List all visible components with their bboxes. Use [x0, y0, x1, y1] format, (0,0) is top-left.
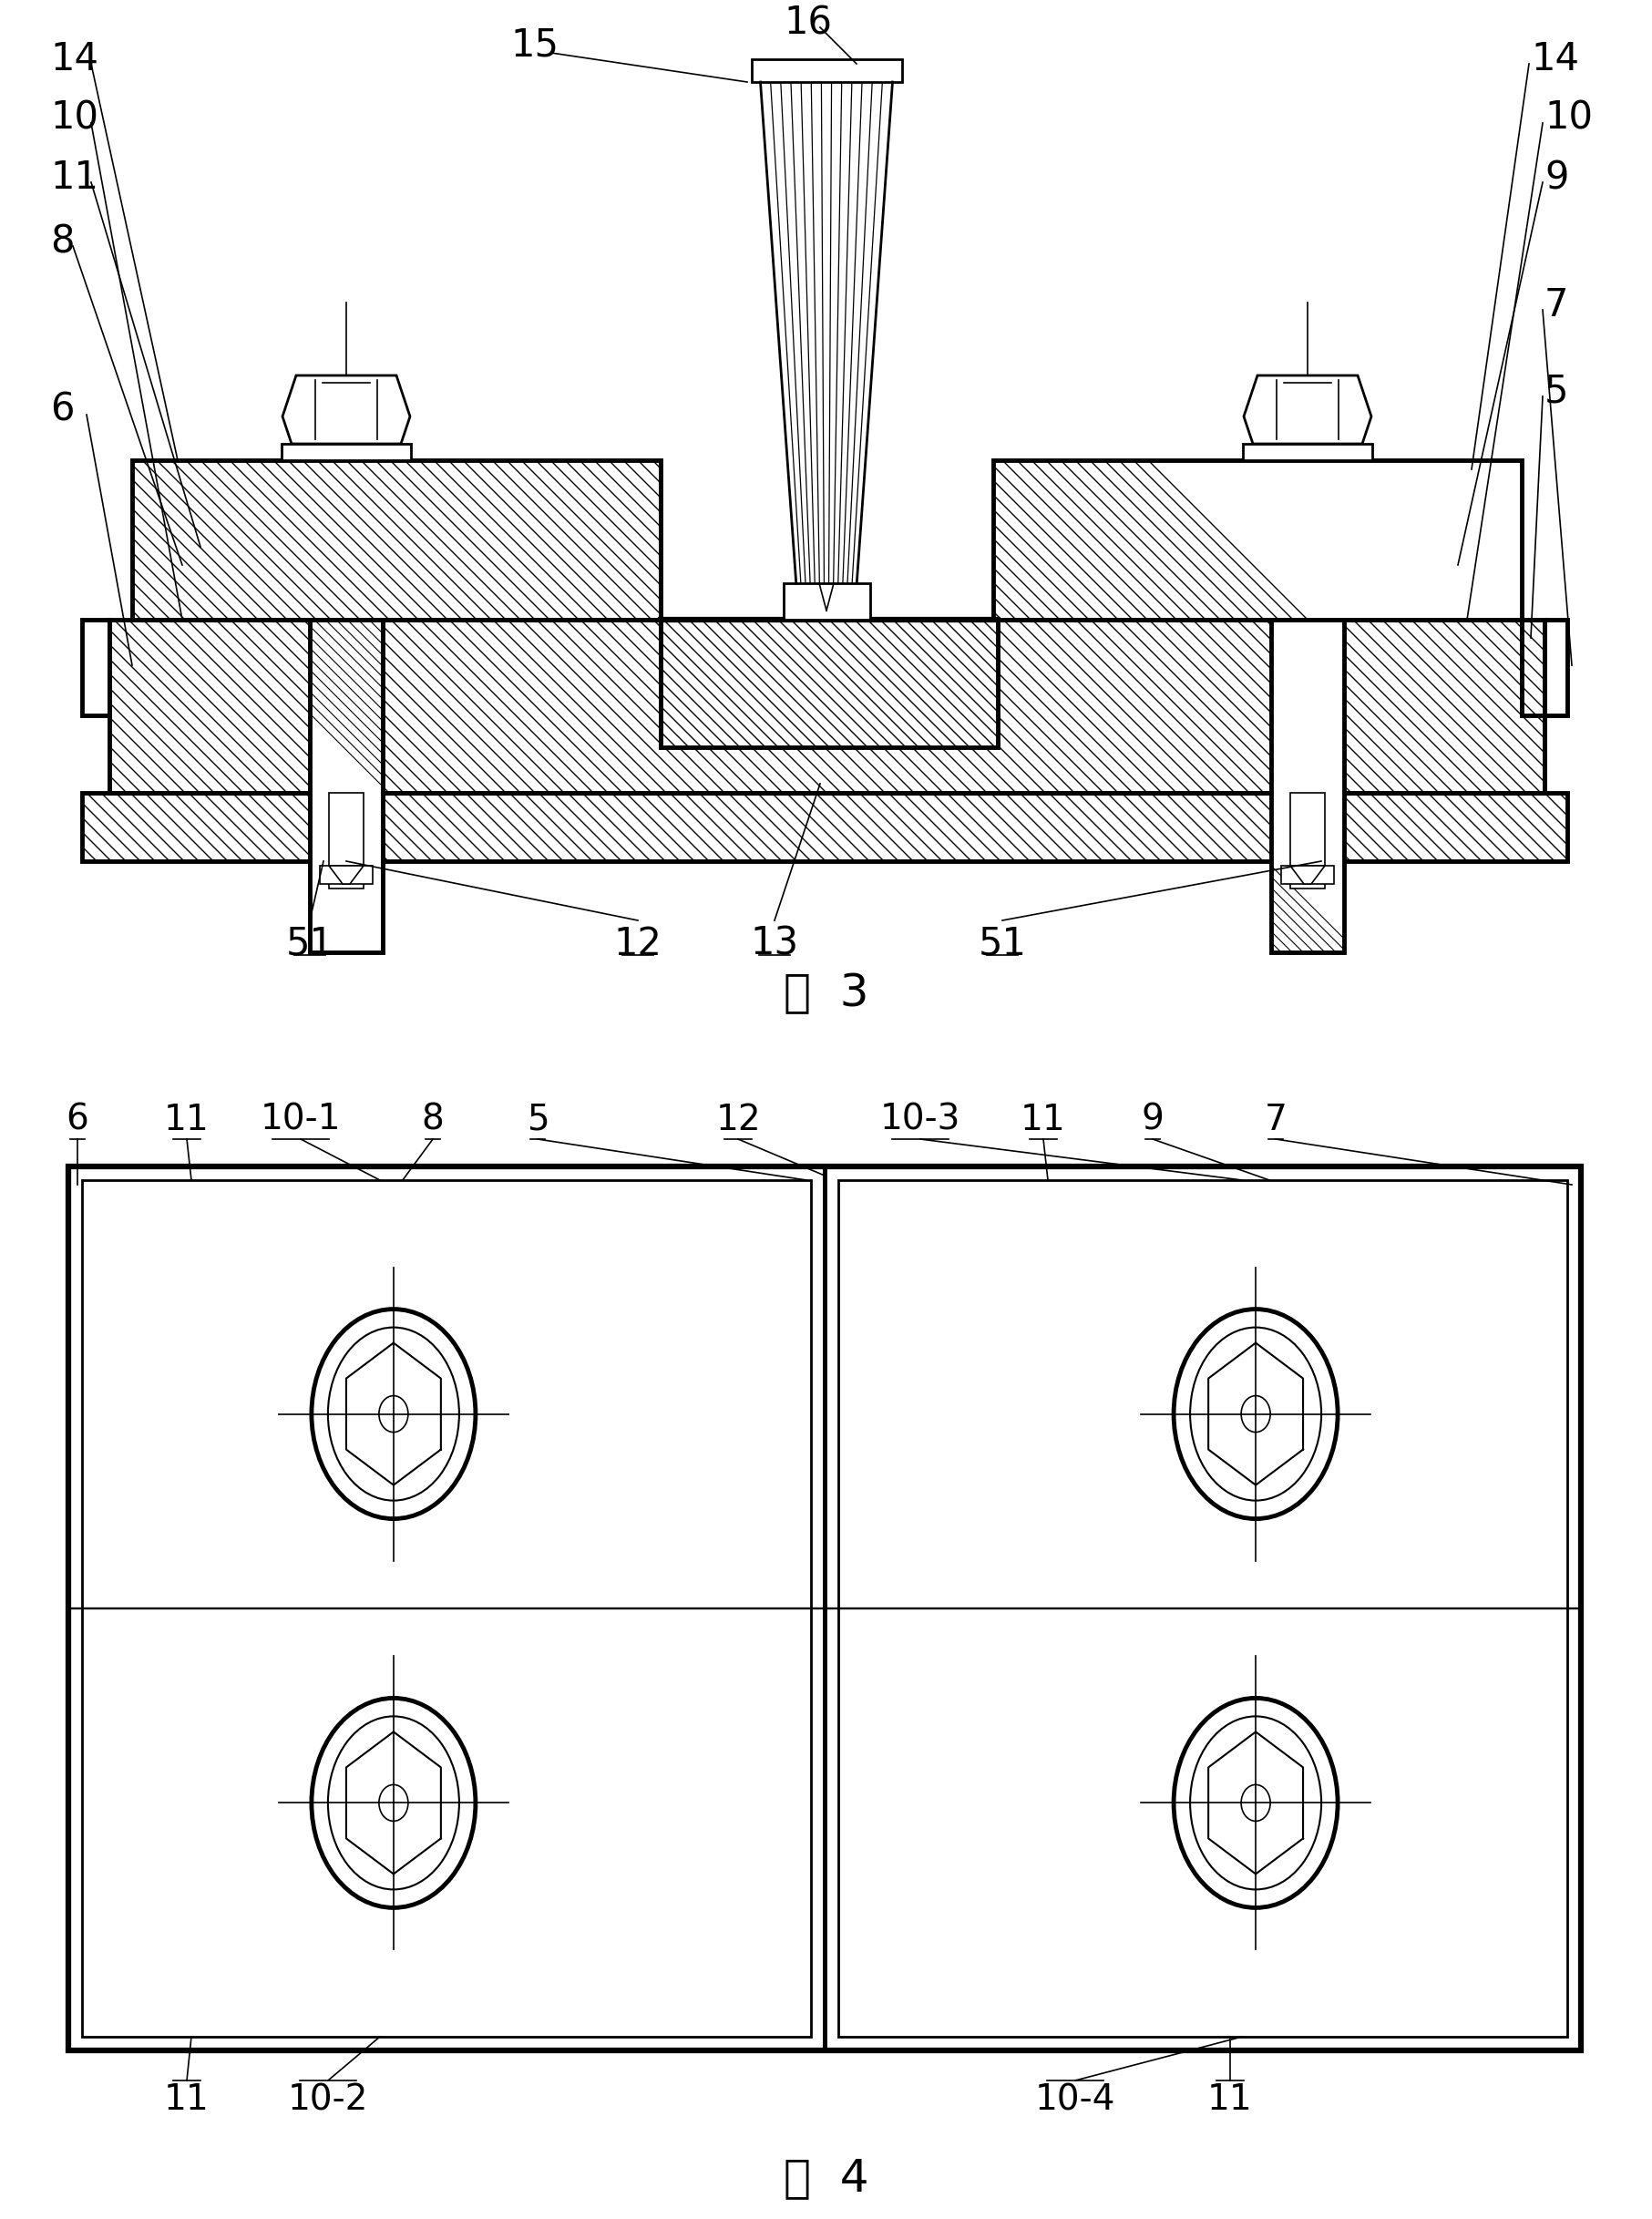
- Bar: [311, 619, 383, 952]
- Bar: [83, 792, 1568, 861]
- Polygon shape: [329, 865, 363, 883]
- Text: 11: 11: [1208, 2081, 1252, 2117]
- Text: 10-1: 10-1: [261, 1103, 340, 1138]
- Text: 11: 11: [50, 158, 99, 197]
- Text: 图  3: 图 3: [783, 972, 869, 1014]
- Text: 7: 7: [1545, 286, 1568, 324]
- Text: 11: 11: [164, 2081, 210, 2117]
- Bar: [132, 459, 661, 619]
- Bar: [281, 444, 411, 459]
- Text: 6: 6: [50, 391, 74, 428]
- Bar: [83, 619, 109, 715]
- Text: 9: 9: [1545, 158, 1568, 197]
- Text: 12: 12: [715, 1103, 760, 1138]
- Bar: [838, 1181, 1568, 2037]
- Bar: [132, 459, 661, 619]
- Bar: [1270, 619, 1345, 952]
- Bar: [1270, 619, 1345, 952]
- Text: 8: 8: [50, 222, 74, 260]
- Text: 9: 9: [1142, 1103, 1165, 1138]
- Text: 12: 12: [615, 925, 662, 963]
- Bar: [83, 619, 109, 715]
- Bar: [83, 1181, 811, 2037]
- Text: 8: 8: [421, 1103, 444, 1138]
- Bar: [109, 619, 1545, 792]
- Text: 10-2: 10-2: [287, 2081, 368, 2117]
- Text: 10: 10: [50, 100, 99, 138]
- Bar: [329, 792, 363, 888]
- Text: 51: 51: [978, 925, 1026, 963]
- Bar: [311, 619, 383, 952]
- Text: 16: 16: [783, 4, 833, 42]
- Text: 51: 51: [286, 925, 334, 963]
- Bar: [68, 1167, 1581, 2050]
- Text: 10-4: 10-4: [1034, 2081, 1115, 2117]
- Bar: [1290, 792, 1325, 888]
- Bar: [993, 459, 1521, 619]
- Bar: [1282, 865, 1335, 883]
- Bar: [1521, 619, 1568, 715]
- Bar: [1270, 619, 1345, 952]
- Bar: [1521, 619, 1568, 715]
- Polygon shape: [282, 375, 410, 444]
- Text: 11: 11: [1021, 1103, 1066, 1138]
- Polygon shape: [1244, 375, 1371, 444]
- Bar: [661, 619, 998, 748]
- Text: 图  4: 图 4: [783, 2157, 869, 2199]
- Polygon shape: [1290, 865, 1325, 883]
- Text: 6: 6: [66, 1103, 89, 1138]
- Text: 14: 14: [1531, 40, 1579, 78]
- Text: 5: 5: [1545, 373, 1569, 411]
- Text: 15: 15: [510, 27, 558, 64]
- Bar: [1242, 444, 1373, 459]
- Bar: [83, 792, 1568, 861]
- Bar: [109, 619, 1545, 792]
- Text: 13: 13: [750, 925, 798, 963]
- Bar: [311, 619, 383, 952]
- Bar: [320, 865, 373, 883]
- Bar: [993, 459, 1521, 619]
- Bar: [661, 619, 998, 748]
- Text: 7: 7: [1264, 1103, 1287, 1138]
- Bar: [752, 60, 902, 82]
- Text: 5: 5: [527, 1103, 548, 1138]
- Bar: [783, 584, 871, 619]
- Text: 11: 11: [164, 1103, 210, 1138]
- Text: 14: 14: [50, 40, 99, 78]
- Text: 10: 10: [1545, 100, 1593, 138]
- Text: 10-3: 10-3: [881, 1103, 960, 1138]
